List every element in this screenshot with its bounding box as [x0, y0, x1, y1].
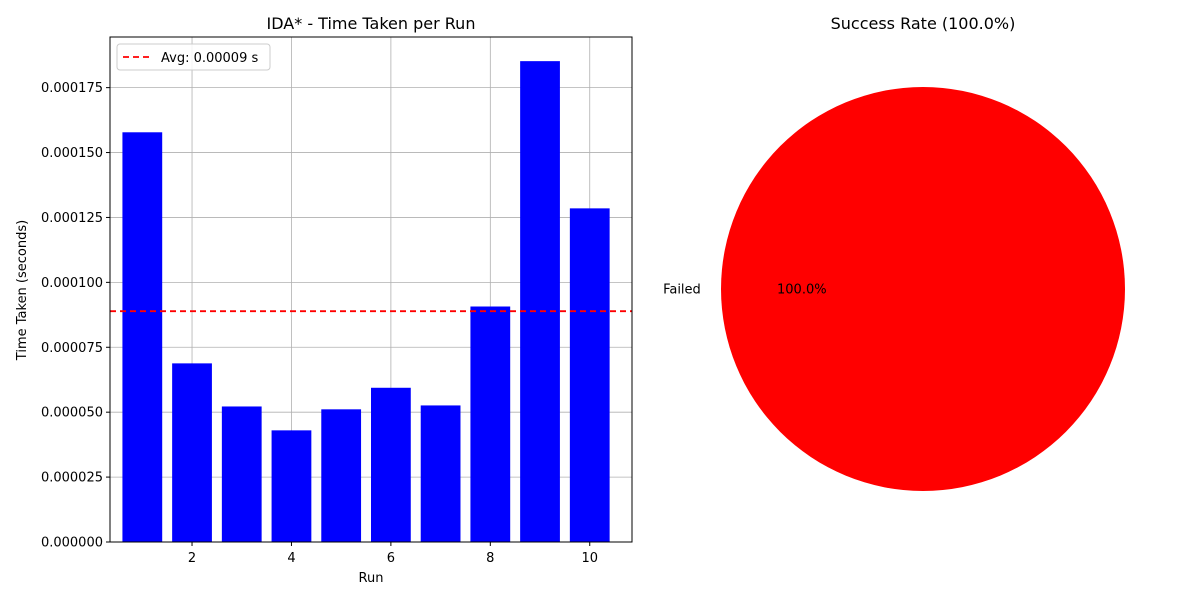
y-axis-ticks: 0.000000 0.000025 0.000050 0.000075 0.000100… [41, 81, 110, 551]
y-tick-label: 0.000000 [41, 536, 103, 551]
pie-slice-failed [721, 87, 1125, 491]
bar-chart: IDA* - Time Taken per Run 0.0000000.0000… [15, 14, 633, 586]
bar-run-7 [420, 405, 461, 542]
bar-chart-title: IDA* - Time Taken per Run [267, 14, 476, 33]
bar-run-6 [371, 387, 411, 542]
bar-run-1 [122, 132, 163, 543]
pie-pct-label: 100.0% [777, 283, 827, 298]
legend-box [116, 43, 271, 71]
x-tick-label: 8 [486, 551, 494, 566]
plot-frame [109, 36, 633, 543]
pie-label-failed: Failed [663, 283, 701, 298]
x-axis-ticks: 2 4 6 8 10 [188, 542, 598, 566]
y-tick-label: 0.000075 [41, 341, 103, 356]
x-axis-label: Run [359, 571, 384, 586]
pie-slices [721, 87, 1125, 491]
y-tick-label: 0.000050 [41, 406, 103, 421]
bar-run-10 [569, 208, 610, 542]
pie-chart: Success Rate (100.0%) Failed 100.0% [663, 14, 1125, 491]
y-tick-label: 0.000100 [41, 276, 103, 291]
x-tick-label: 6 [387, 551, 395, 566]
y-tick-label: 0.000150 [41, 146, 103, 161]
x-tick-label: 2 [188, 551, 196, 566]
y-tick-label: 0.000175 [41, 81, 103, 96]
legend-label-average: Avg: 0.00009 s [161, 51, 258, 66]
y-tick-label: 0.000025 [41, 471, 103, 486]
x-tick-label: 4 [287, 551, 295, 566]
y-tick-label: 0.000125 [41, 211, 103, 226]
legend: Avg: 0.00009 s [116, 43, 271, 71]
bar-run-9 [520, 61, 560, 542]
bar-run-2 [172, 363, 212, 542]
pie-labels: Failed 100.0% [663, 283, 827, 298]
bar-run-4 [271, 430, 312, 542]
x-tick-label: 10 [581, 551, 598, 566]
bar-run-5 [321, 409, 362, 542]
bar-run-3 [221, 406, 262, 542]
pie-chart-title: Success Rate (100.0%) [831, 14, 1016, 33]
bar-run-8 [470, 306, 511, 542]
y-axis-label: Time Taken (seconds) [15, 220, 30, 361]
bars [122, 61, 610, 543]
